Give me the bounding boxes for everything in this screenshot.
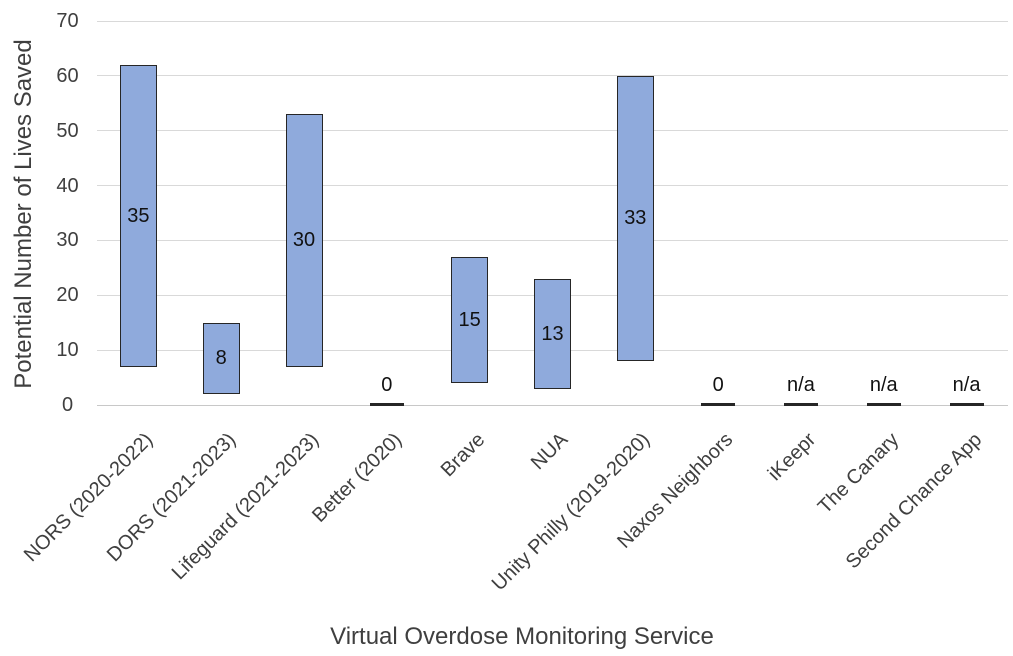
zero-value-dash bbox=[783, 403, 818, 406]
y-axis-title: Potential Number of Lives Saved bbox=[10, 39, 37, 389]
y-axis-tick-label: 0 bbox=[61, 394, 74, 416]
y-axis-tick-label: 50 bbox=[56, 119, 79, 142]
y-axis-tick-label: 30 bbox=[56, 229, 79, 252]
bar-value-label: 13 bbox=[541, 322, 564, 345]
zero-value-dash bbox=[369, 403, 404, 406]
range-bar bbox=[202, 322, 240, 395]
bar-value-label: 8 bbox=[215, 347, 227, 370]
range-bar bbox=[616, 75, 654, 362]
bar-value-label: n/a bbox=[787, 374, 815, 396]
bar-value-label: 0 bbox=[712, 374, 724, 396]
bar-value-label: 30 bbox=[292, 229, 316, 252]
gridline bbox=[97, 20, 1008, 22]
y-axis-tick-label: 60 bbox=[56, 64, 79, 87]
gridline bbox=[97, 239, 1008, 241]
bar-value-label: 35 bbox=[127, 204, 150, 227]
zero-value-dash bbox=[949, 403, 984, 406]
y-axis-tick-label: 10 bbox=[56, 339, 79, 362]
y-axis-tick-label: 40 bbox=[56, 174, 79, 197]
bar-value-label: 0 bbox=[381, 374, 393, 396]
range-bar bbox=[119, 64, 157, 367]
gridline bbox=[97, 185, 1008, 187]
bar-value-label: 33 bbox=[624, 207, 647, 230]
range-bar bbox=[451, 256, 489, 384]
zero-value-dash bbox=[701, 403, 736, 406]
range-bar bbox=[285, 114, 323, 367]
range-bar bbox=[534, 278, 571, 389]
gridline bbox=[97, 404, 1008, 406]
gridline bbox=[97, 130, 1008, 132]
bar-value-label: n/a bbox=[952, 374, 981, 396]
gridline bbox=[97, 75, 1008, 77]
bar-value-label: n/a bbox=[869, 374, 898, 396]
y-axis-tick-label: 20 bbox=[56, 284, 79, 307]
x-axis-title: Virtual Overdose Monitoring Service bbox=[330, 623, 714, 650]
y-axis-tick-label: 70 bbox=[56, 10, 79, 32]
bar-value-label: 15 bbox=[458, 308, 481, 331]
zero-value-dash bbox=[866, 403, 901, 406]
